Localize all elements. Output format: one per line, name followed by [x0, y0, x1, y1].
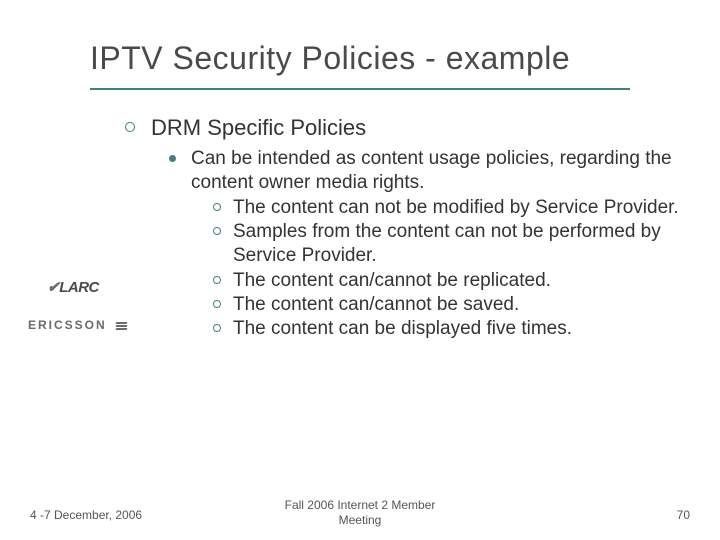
logo-block: ✔LARC ERICSSON	[28, 278, 118, 332]
section-heading: DRM Specific Policies	[125, 115, 680, 141]
item-text: Samples from the content can not be perf…	[233, 221, 661, 266]
list-item: The content can be displayed five times.	[213, 317, 680, 341]
level2-point: Can be intended as content usage policie…	[169, 147, 680, 342]
ericsson-stripes-icon	[116, 321, 127, 331]
list-item: The content can not be modified by Servi…	[213, 196, 680, 220]
item-text: The content can not be modified by Servi…	[233, 197, 679, 218]
bullet-disc-icon	[169, 155, 176, 162]
footer-event: Fall 2006 Internet 2 Member Meeting	[0, 498, 720, 528]
bullet-open-circle-icon	[125, 122, 135, 132]
ericsson-text: ERICSSON	[28, 318, 107, 332]
slide-title: IPTV Security Policies - example	[90, 40, 570, 77]
item-text: The content can/cannot be saved.	[233, 294, 519, 315]
larc-text: LARC	[59, 279, 99, 296]
bullet-open-circle-icon	[213, 300, 221, 308]
level2-group: Can be intended as content usage policie…	[169, 147, 680, 342]
slide: IPTV Security Policies - example DRM Spe…	[0, 0, 720, 540]
page-number: 70	[677, 508, 690, 522]
list-item: The content can/cannot be replicated.	[213, 269, 680, 293]
list-item: The content can/cannot be saved.	[213, 293, 680, 317]
bullet-open-circle-icon	[213, 203, 221, 211]
larc-logo: ✔LARC	[28, 278, 118, 296]
level3-group: The content can not be modified by Servi…	[213, 196, 680, 342]
level2-text: Can be intended as content usage policie…	[191, 148, 672, 193]
footer-line1: Fall 2006 Internet 2 Member	[285, 498, 436, 512]
footer-line2: Meeting	[339, 513, 382, 527]
content-area: DRM Specific Policies Can be intended as…	[125, 115, 680, 344]
list-item: Samples from the content can not be perf…	[213, 220, 680, 269]
bullet-open-circle-icon	[213, 324, 221, 332]
ericsson-logo: ERICSSON	[28, 318, 118, 332]
section-heading-text: DRM Specific Policies	[151, 115, 366, 140]
title-underline	[90, 88, 630, 90]
bullet-open-circle-icon	[213, 276, 221, 284]
item-text: The content can be displayed five times.	[233, 318, 572, 339]
item-text: The content can/cannot be replicated.	[233, 270, 551, 291]
bullet-open-circle-icon	[213, 227, 221, 235]
